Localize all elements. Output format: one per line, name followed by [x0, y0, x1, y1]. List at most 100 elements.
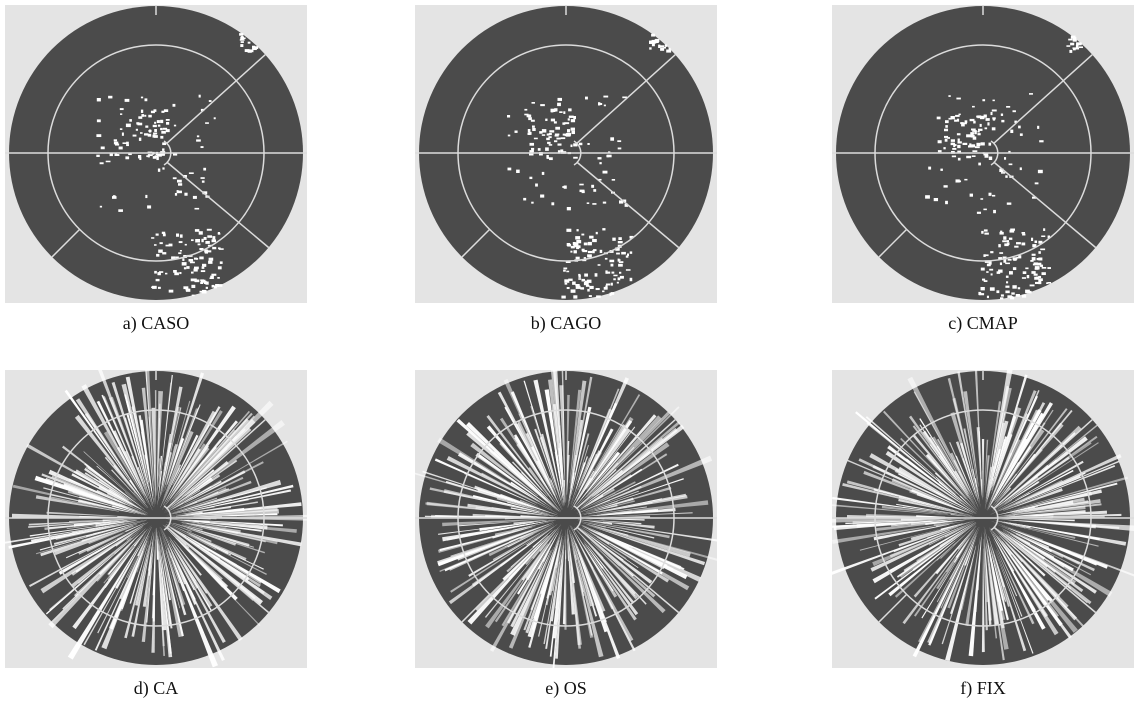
- echo: [983, 209, 986, 211]
- echo: [1037, 263, 1042, 266]
- echo: [617, 282, 619, 284]
- echo: [571, 289, 576, 292]
- echo: [579, 143, 582, 146]
- echo: [1014, 246, 1018, 248]
- echo: [126, 124, 131, 127]
- echo: [1068, 39, 1072, 41]
- echo: [207, 235, 212, 238]
- echo: [563, 268, 567, 270]
- echo: [978, 131, 980, 133]
- echo: [120, 128, 122, 130]
- panel: c) CMAP: [832, 5, 1134, 334]
- echo: [606, 155, 608, 157]
- echo: [587, 280, 592, 283]
- echo: [568, 118, 570, 120]
- echo: [603, 202, 606, 204]
- echo: [240, 39, 245, 41]
- echo: [1039, 140, 1043, 142]
- echo: [592, 250, 594, 253]
- echo: [970, 194, 973, 197]
- echo: [617, 140, 621, 142]
- echo: [166, 119, 170, 121]
- echo: [564, 186, 567, 189]
- echo: [144, 133, 148, 135]
- echo: [989, 261, 992, 264]
- echo: [126, 144, 129, 146]
- echo: [589, 286, 593, 289]
- echo: [1029, 93, 1033, 95]
- echo: [178, 252, 181, 254]
- echo: [189, 172, 194, 174]
- echo: [153, 156, 157, 159]
- echo: [972, 144, 976, 147]
- echo: [573, 157, 578, 159]
- echo: [944, 136, 948, 138]
- echo: [153, 133, 157, 135]
- echo: [986, 271, 988, 273]
- echo: [589, 295, 592, 297]
- echo: [146, 155, 149, 157]
- echo: [210, 276, 214, 278]
- echo: [1018, 287, 1020, 289]
- echo: [156, 279, 160, 281]
- echo: [203, 168, 206, 171]
- echo: [971, 135, 975, 138]
- echo: [1031, 271, 1035, 274]
- echo: [199, 257, 203, 260]
- echo: [179, 272, 181, 274]
- echo: [535, 184, 538, 187]
- echo: [534, 138, 538, 140]
- echo: [201, 177, 205, 179]
- echo: [175, 193, 177, 196]
- echo: [173, 270, 177, 273]
- echo: [212, 247, 216, 249]
- echo: [1030, 285, 1035, 287]
- echo: [611, 292, 614, 295]
- echo: [162, 232, 165, 234]
- echo: [144, 115, 146, 117]
- echo: [1035, 282, 1040, 284]
- echo: [986, 118, 990, 121]
- echo: [993, 118, 995, 121]
- echo: [569, 116, 574, 118]
- echo: [981, 142, 985, 145]
- echo: [1020, 167, 1022, 170]
- echo: [969, 143, 971, 146]
- echo: [1009, 238, 1012, 240]
- echo: [538, 148, 541, 151]
- echo: [196, 139, 201, 141]
- echo: [158, 250, 163, 253]
- echo: [984, 229, 988, 231]
- echo: [1001, 172, 1005, 174]
- echo: [169, 244, 173, 247]
- echo: [214, 117, 216, 119]
- echo: [959, 114, 961, 116]
- echo: [158, 169, 160, 172]
- echo: [944, 185, 948, 187]
- echo: [551, 119, 555, 122]
- echo: [208, 250, 211, 252]
- caption: c) CMAP: [832, 313, 1134, 334]
- echo: [557, 103, 561, 106]
- echo: [156, 157, 158, 160]
- echo: [551, 110, 554, 113]
- echo: [575, 236, 580, 239]
- echo: [958, 158, 961, 161]
- echo: [576, 240, 581, 243]
- echo: [566, 229, 571, 232]
- echo: [937, 117, 941, 120]
- echo: [1007, 240, 1009, 242]
- radar-image: [5, 370, 307, 668]
- echo: [154, 271, 157, 274]
- echo: [1079, 46, 1083, 48]
- echo: [604, 105, 606, 107]
- echo: [1035, 182, 1039, 184]
- echo: [989, 193, 992, 196]
- echo: [119, 147, 123, 150]
- echo: [1012, 285, 1016, 288]
- echo: [592, 203, 596, 205]
- echo: [101, 147, 105, 150]
- echo: [100, 206, 102, 208]
- echo: [558, 98, 563, 101]
- echo: [148, 115, 151, 118]
